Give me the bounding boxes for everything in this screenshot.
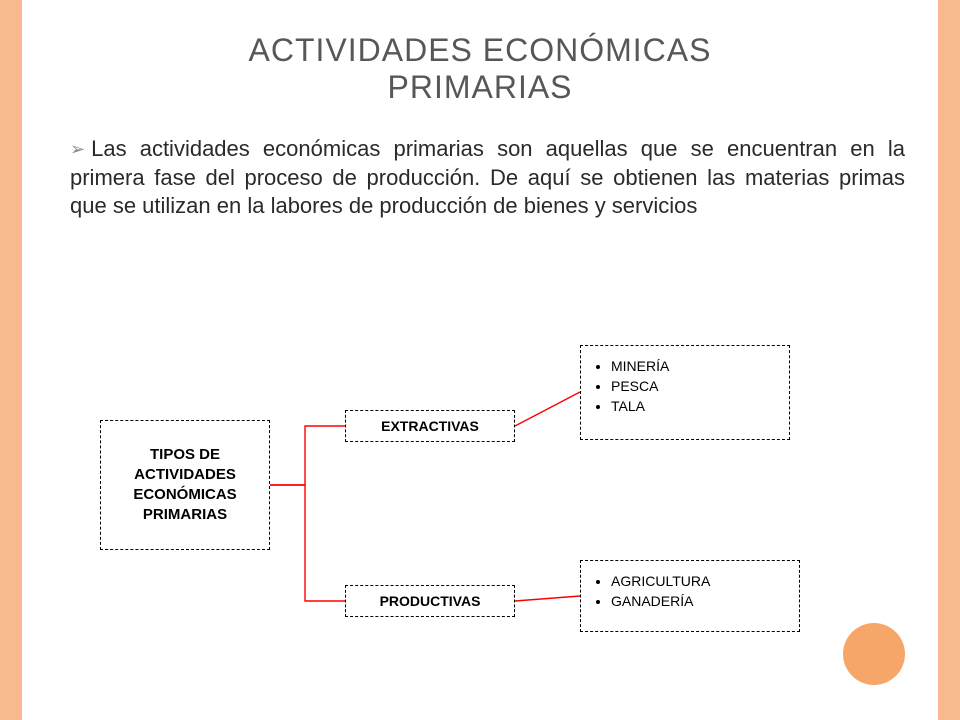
diagram-root-box: TIPOS DE ACTIVIDADES ECONÓMICAS PRIMARIA…	[100, 420, 270, 550]
list-item: GANADERÍA	[611, 593, 789, 609]
list-item: TALA	[611, 398, 779, 414]
bullet-marker-icon: ➢	[70, 138, 85, 161]
slide-stage: ACTIVIDADES ECONÓMICAS PRIMARIAS ➢Las ac…	[0, 0, 960, 720]
slide-title: ACTIVIDADES ECONÓMICAS PRIMARIAS	[120, 32, 840, 106]
frame-right-bar	[938, 0, 960, 720]
list-item: AGRICULTURA	[611, 573, 789, 589]
frame-left-bar	[0, 0, 22, 720]
items-box-extractivas: MINERÍA PESCA TALA	[580, 345, 790, 440]
category-box-extractivas: EXTRACTIVAS	[345, 410, 515, 442]
items-box-productivas: AGRICULTURA GANADERÍA	[580, 560, 800, 632]
body-bullet: ➢Las actividades económicas primarias so…	[70, 135, 905, 221]
tree-diagram: TIPOS DE ACTIVIDADES ECONÓMICAS PRIMARIA…	[80, 335, 880, 665]
category-box-productivas: PRODUCTIVAS	[345, 585, 515, 617]
list-item: MINERÍA	[611, 358, 779, 374]
accent-circle-icon	[843, 623, 905, 685]
list-item: PESCA	[611, 378, 779, 394]
body-text: Las actividades económicas primarias son…	[70, 136, 905, 218]
